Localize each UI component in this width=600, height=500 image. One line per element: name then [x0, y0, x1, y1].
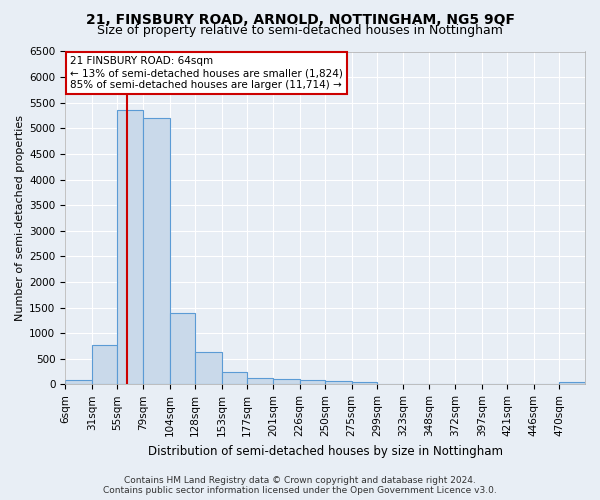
X-axis label: Distribution of semi-detached houses by size in Nottingham: Distribution of semi-detached houses by …: [148, 444, 503, 458]
Bar: [273, 379, 299, 384]
Bar: [222, 372, 247, 384]
Y-axis label: Number of semi-detached properties: Number of semi-detached properties: [15, 115, 25, 321]
Bar: [65, 380, 92, 384]
Text: 21 FINSBURY ROAD: 64sqm
← 13% of semi-detached houses are smaller (1,824)
85% of: 21 FINSBURY ROAD: 64sqm ← 13% of semi-de…: [70, 56, 343, 90]
Bar: [92, 344, 118, 385]
Text: 21, FINSBURY ROAD, ARNOLD, NOTTINGHAM, NG5 9QF: 21, FINSBURY ROAD, ARNOLD, NOTTINGHAM, N…: [86, 12, 515, 26]
Bar: [195, 352, 222, 384]
Bar: [299, 380, 325, 384]
Bar: [559, 382, 585, 384]
Bar: [143, 118, 170, 384]
Bar: [247, 378, 273, 384]
Bar: [325, 381, 352, 384]
Bar: [170, 312, 195, 384]
Text: Contains HM Land Registry data © Crown copyright and database right 2024.
Contai: Contains HM Land Registry data © Crown c…: [103, 476, 497, 495]
Bar: [118, 110, 143, 384]
Bar: [352, 382, 377, 384]
Text: Size of property relative to semi-detached houses in Nottingham: Size of property relative to semi-detach…: [97, 24, 503, 37]
